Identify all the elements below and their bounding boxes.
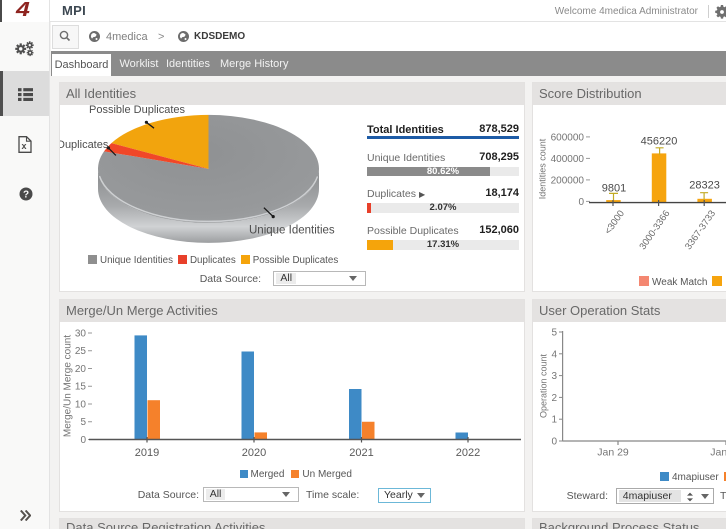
svg-text:Unique Identities: Unique Identities [249, 225, 335, 237]
svg-text:x: x [21, 141, 26, 151]
svg-text:200000: 200000 [551, 176, 585, 187]
svg-text:5: 5 [80, 417, 86, 428]
svg-text:Duplicates: Duplicates [60, 139, 109, 151]
svg-text:1: 1 [551, 415, 557, 426]
svg-text:456220: 456220 [641, 136, 678, 148]
svg-text:2020: 2020 [242, 447, 266, 459]
svg-text:4: 4 [551, 349, 557, 360]
svg-text:25: 25 [75, 346, 87, 357]
svg-text:0: 0 [80, 435, 86, 446]
svg-text:15: 15 [75, 382, 87, 393]
svg-text:600000: 600000 [551, 133, 585, 144]
svg-text:0: 0 [551, 437, 557, 448]
svg-text:10: 10 [75, 400, 87, 411]
svg-text:Merge/Un Merge count: Merge/Un Merge count [63, 335, 74, 437]
svg-text:<3000: <3000 [603, 208, 627, 236]
svg-text:Identities count: Identities count [538, 138, 548, 199]
svg-text:?: ? [22, 190, 28, 201]
svg-text:400000: 400000 [551, 154, 585, 165]
svg-text:2019: 2019 [135, 447, 159, 459]
svg-text:30: 30 [75, 329, 87, 340]
svg-text:5: 5 [551, 328, 557, 339]
svg-text:Jan 29: Jan 29 [597, 447, 629, 459]
svg-text:2: 2 [551, 393, 557, 404]
svg-text:2021: 2021 [349, 447, 373, 459]
svg-text:3367-3733: 3367-3733 [683, 208, 718, 252]
svg-text:0: 0 [578, 197, 584, 208]
svg-text:2022: 2022 [456, 447, 480, 459]
svg-text:9801: 9801 [602, 182, 626, 194]
svg-text:Operation count: Operation count [539, 353, 549, 418]
svg-text:3000-3366: 3000-3366 [637, 208, 672, 252]
svg-text:20: 20 [75, 364, 87, 375]
svg-text:28323: 28323 [689, 180, 720, 192]
svg-text:Jan 29: Jan 29 [710, 447, 726, 459]
svg-text:3: 3 [551, 371, 557, 382]
